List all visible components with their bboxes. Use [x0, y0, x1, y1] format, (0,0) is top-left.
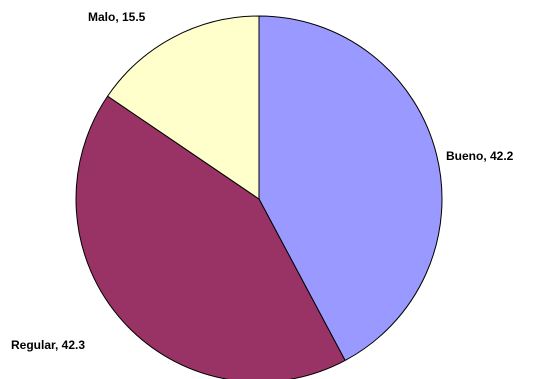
pie-slice-regular: [75, 95, 346, 379]
pie-slices: [75, 15, 443, 379]
data-label-bueno: Bueno, 42.2: [446, 149, 514, 163]
data-label-malo: Malo, 15.5: [88, 10, 146, 24]
pie-slice-malo: [107, 15, 260, 200]
pie-data-labels: Bueno, 42.2 Regular, 42.3 Malo, 15.5: [11, 10, 514, 352]
pie-slice-bueno: [258, 15, 443, 361]
data-label-regular: Regular, 42.3: [11, 338, 85, 352]
